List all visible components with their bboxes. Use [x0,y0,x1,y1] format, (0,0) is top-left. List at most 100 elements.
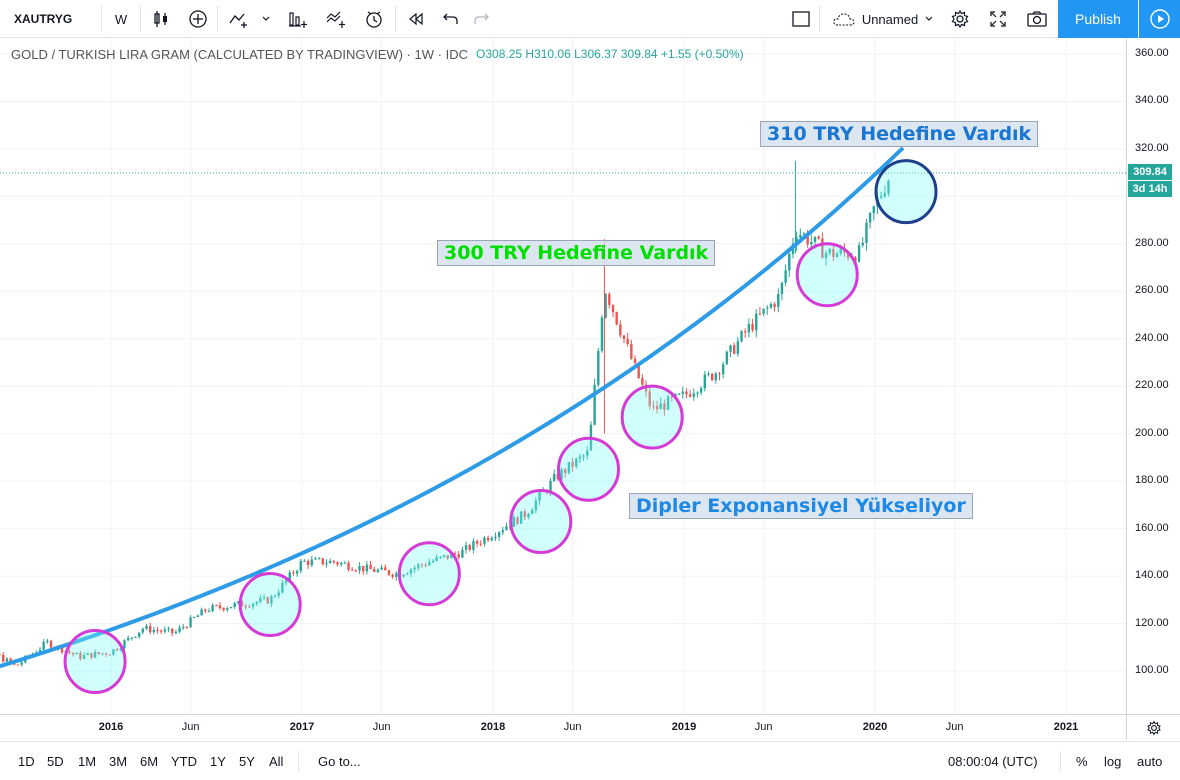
candle-body [530,509,534,515]
candle-body [251,603,255,607]
range-button-1m[interactable]: 1M [78,753,97,769]
candle-body [376,569,380,572]
candle-body [9,658,12,663]
add-indicator-icon[interactable] [182,0,214,38]
range-button-5d[interactable]: 5D [47,753,64,769]
candle-body [262,597,266,599]
candle-body [244,606,247,608]
candle-body [273,595,277,597]
annotation-target-310[interactable]: 310 TRY Hedefine Vardık [760,121,1039,147]
percent-scale-toggle[interactable]: % [1076,753,1088,769]
candle-body [780,282,784,294]
candle-body [350,569,354,571]
candle-body [813,236,817,243]
auto-scale-toggle[interactable]: auto [1137,753,1163,769]
play-icon[interactable] [1139,0,1180,38]
undo-icon[interactable] [436,0,466,38]
candle-body [685,391,688,395]
chart-pane[interactable] [0,39,1126,714]
compare-icon[interactable] [320,0,352,38]
candle-body [549,480,552,493]
price-chart[interactable] [0,39,1126,714]
candle-body [699,388,703,393]
publish-button[interactable]: Publish [1058,0,1138,38]
candle-body [281,582,284,593]
legend-low: 306.37 [580,47,618,61]
range-button-1y[interactable]: 1Y [210,753,226,769]
fullscreen-window-icon[interactable] [785,0,817,38]
candle-body [839,248,842,254]
dip-highlight-circle [63,629,127,695]
candle-body [714,373,718,381]
chevron-down-icon [925,16,933,21]
candle-body [193,617,196,619]
camera-icon[interactable] [1020,0,1054,38]
goto-date-button[interactable]: Go to... [318,753,361,769]
layout-name-button[interactable]: Unnamed [824,0,942,38]
candle-body [560,469,563,480]
candle-body [777,293,780,307]
candle-body [887,180,890,194]
range-button-all[interactable]: All [269,753,284,769]
candle-body [119,648,122,651]
price-axis[interactable]: 360.00 340.00 320.00 280.00 260.00 240.00 220.… [1126,39,1180,714]
candle-body [215,605,218,607]
log-scale-toggle[interactable]: log [1104,753,1122,769]
dip-highlight-circle [238,572,302,638]
utc-clock[interactable]: 08:00:04 (UTC) [948,753,1038,769]
candle-body [406,573,409,575]
alert-clock-icon[interactable] [359,0,391,38]
candle-body [567,462,571,473]
time-tick-label: 2021 [1053,721,1079,733]
candle-body [578,456,582,459]
indicators-icon[interactable] [224,0,254,38]
candle-body [861,242,864,246]
range-button-ytd[interactable]: YTD [171,753,197,769]
candle-body [141,628,145,633]
replay-icon[interactable] [400,0,432,38]
candle-body [725,351,729,365]
candle-body [354,570,358,572]
candle-body [806,233,809,245]
candle-body [112,649,115,655]
candle-body [773,303,776,307]
legend-change: +1.55 (+0.50%) [660,47,744,61]
range-button-5y[interactable]: 5Y [239,753,255,769]
candle-body [740,331,743,342]
candle-body [314,558,317,560]
candle-body [732,345,736,354]
chart-settings-corner[interactable] [1126,714,1180,740]
range-button-6m[interactable]: 6M [140,753,159,769]
toolbar-divider [298,751,299,771]
range-button-1d[interactable]: 1D [18,753,35,769]
annotation-dips-exponential[interactable]: Dipler Exponansiyel Yükseliyor [629,493,973,519]
legend-open-label: O [476,47,486,61]
candle-body [134,636,137,638]
candle-body [615,312,618,325]
redo-icon[interactable] [466,0,496,38]
candle-body [659,403,662,410]
fullscreen-icon[interactable] [982,0,1014,38]
candle-body [655,406,659,410]
candle-body [652,406,655,408]
candle-body [266,597,269,604]
chevron-down-icon[interactable] [256,0,276,38]
financials-icon[interactable] [282,0,314,38]
candle-body [185,627,189,629]
candles-icon[interactable] [146,0,176,38]
annotation-target-300[interactable]: 300 TRY Hedefine Vardık [437,240,716,266]
symbol-search-button[interactable]: XAUTRYG [14,12,73,26]
candle-body [810,242,813,245]
dip-highlight-circle [397,541,461,607]
candle-body [409,569,413,574]
interval-button[interactable]: W [114,11,128,27]
time-axis[interactable]: 2016 Jun 2017 Jun 2018 Jun 2019 Jun 2020 Jun 2021 [0,714,1126,740]
candle-body [611,305,615,313]
candle-body [486,537,490,541]
candle-body [339,562,343,565]
settings-gear-icon[interactable] [944,0,976,38]
range-button-3m[interactable]: 3M [109,753,128,769]
price-tick-label: 200.00 [1135,426,1169,439]
candle-body [597,350,600,385]
candle-body [358,566,361,571]
